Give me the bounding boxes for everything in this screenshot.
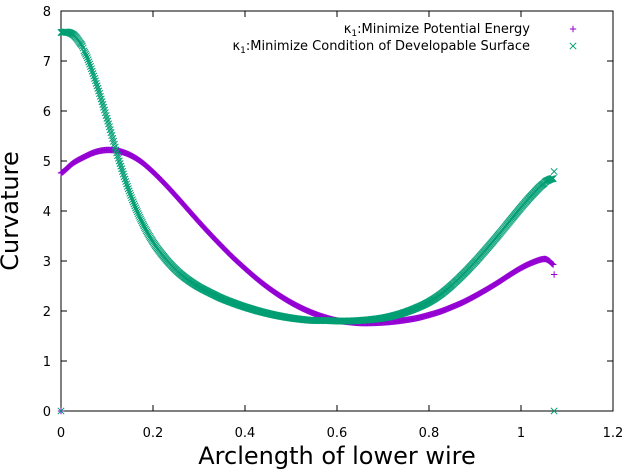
y-tick-label: 0 — [43, 405, 51, 420]
x-tick-label: 0 — [57, 426, 65, 441]
data-point — [120, 172, 128, 181]
data-point — [88, 67, 96, 75]
data-point — [89, 70, 97, 78]
data-point — [114, 151, 122, 160]
legend: κ1:Minimize Potential Energy κ1:Minimize… — [232, 22, 577, 56]
data-point — [119, 170, 127, 178]
data-point — [114, 154, 122, 162]
data-point — [116, 160, 124, 168]
y-tick-label: 6 — [43, 105, 51, 120]
data-point — [136, 213, 144, 221]
data-point — [86, 60, 94, 68]
data-point — [78, 42, 86, 50]
data-point — [130, 200, 138, 208]
data-point — [550, 261, 557, 268]
y-tick-label: 1 — [43, 355, 51, 370]
axis-ticks — [60, 10, 614, 412]
y-tick-label: 8 — [43, 5, 51, 20]
legend-marker-potential-energy — [569, 25, 577, 33]
y-tick-label: 2 — [43, 305, 51, 320]
data-point — [125, 187, 133, 195]
data-point — [135, 211, 143, 219]
data-point — [123, 180, 131, 188]
y-tick-label: 4 — [43, 205, 51, 220]
x-tick-label: 0.4 — [235, 426, 256, 441]
x-axis-title: Arclength of lower wire — [198, 442, 476, 470]
y-axis-title: Curvature — [0, 151, 24, 270]
axis-tick-labels: 0 0.2 0.4 0.6 0.8 1 1.2 0 1 2 3 4 5 6 7 8 — [43, 5, 624, 441]
x-tick-label: 1 — [517, 426, 525, 441]
data-point — [93, 82, 101, 90]
data-point — [118, 167, 127, 175]
x-tick-label: 0.6 — [327, 426, 348, 441]
series-potential-energy — [57, 146, 558, 415]
data-point — [123, 182, 132, 190]
data-point — [115, 157, 123, 165]
data-point — [127, 191, 135, 200]
data-point — [127, 194, 136, 202]
x-tick-label: 1.2 — [603, 426, 624, 441]
data-point — [95, 87, 103, 95]
data-point — [131, 202, 139, 210]
data-point — [128, 196, 136, 204]
data-point — [92, 79, 100, 87]
data-point — [82, 50, 90, 58]
legend-marker-symbol — [569, 42, 577, 50]
data-point — [83, 54, 91, 62]
y-tick-label: 7 — [43, 55, 51, 70]
x-tick-label: 0.8 — [419, 426, 440, 441]
data-point — [122, 177, 130, 186]
data-point — [85, 58, 93, 66]
legend-label-potential-energy: κ1:Minimize Potential Energy — [344, 22, 531, 39]
data-point — [97, 95, 105, 103]
data-point — [82, 52, 90, 60]
data-point-outlier — [550, 407, 558, 415]
data-point — [96, 92, 104, 100]
data-point — [121, 175, 129, 183]
data-point — [124, 185, 132, 193]
data-point — [129, 198, 137, 206]
data-point — [91, 77, 100, 85]
data-point — [96, 90, 104, 98]
data-point — [91, 74, 99, 82]
x-tick-label: 0.2 — [143, 426, 164, 441]
data-point — [132, 206, 141, 214]
data-point — [86, 62, 95, 70]
data-point-outlier — [550, 167, 558, 176]
data-point — [90, 72, 98, 80]
data-point — [126, 189, 134, 197]
data-point — [134, 210, 142, 218]
data-point — [133, 208, 141, 216]
data-point — [137, 217, 145, 225]
data-point-outlier — [57, 407, 65, 415]
series-developable-surface — [57, 28, 558, 415]
data-point — [132, 204, 140, 212]
plot-frame — [60, 10, 614, 412]
data-point — [549, 174, 557, 183]
data-point — [118, 165, 126, 173]
data-point — [81, 48, 89, 56]
data-point — [87, 65, 95, 73]
data-point-outlier — [550, 271, 558, 278]
data-point — [84, 56, 92, 64]
data-point — [117, 162, 125, 170]
legend-marker-symbol — [569, 25, 577, 33]
y-tick-label: 3 — [43, 255, 51, 270]
y-tick-label: 5 — [43, 155, 51, 170]
legend-label-developable-surface: κ1:Minimize Condition of Developable Sur… — [232, 39, 530, 56]
data-point — [137, 215, 145, 223]
data-point — [94, 84, 102, 92]
series-layer — [57, 28, 558, 415]
legend-marker-developable-surface — [569, 42, 577, 50]
data-point — [549, 260, 556, 268]
